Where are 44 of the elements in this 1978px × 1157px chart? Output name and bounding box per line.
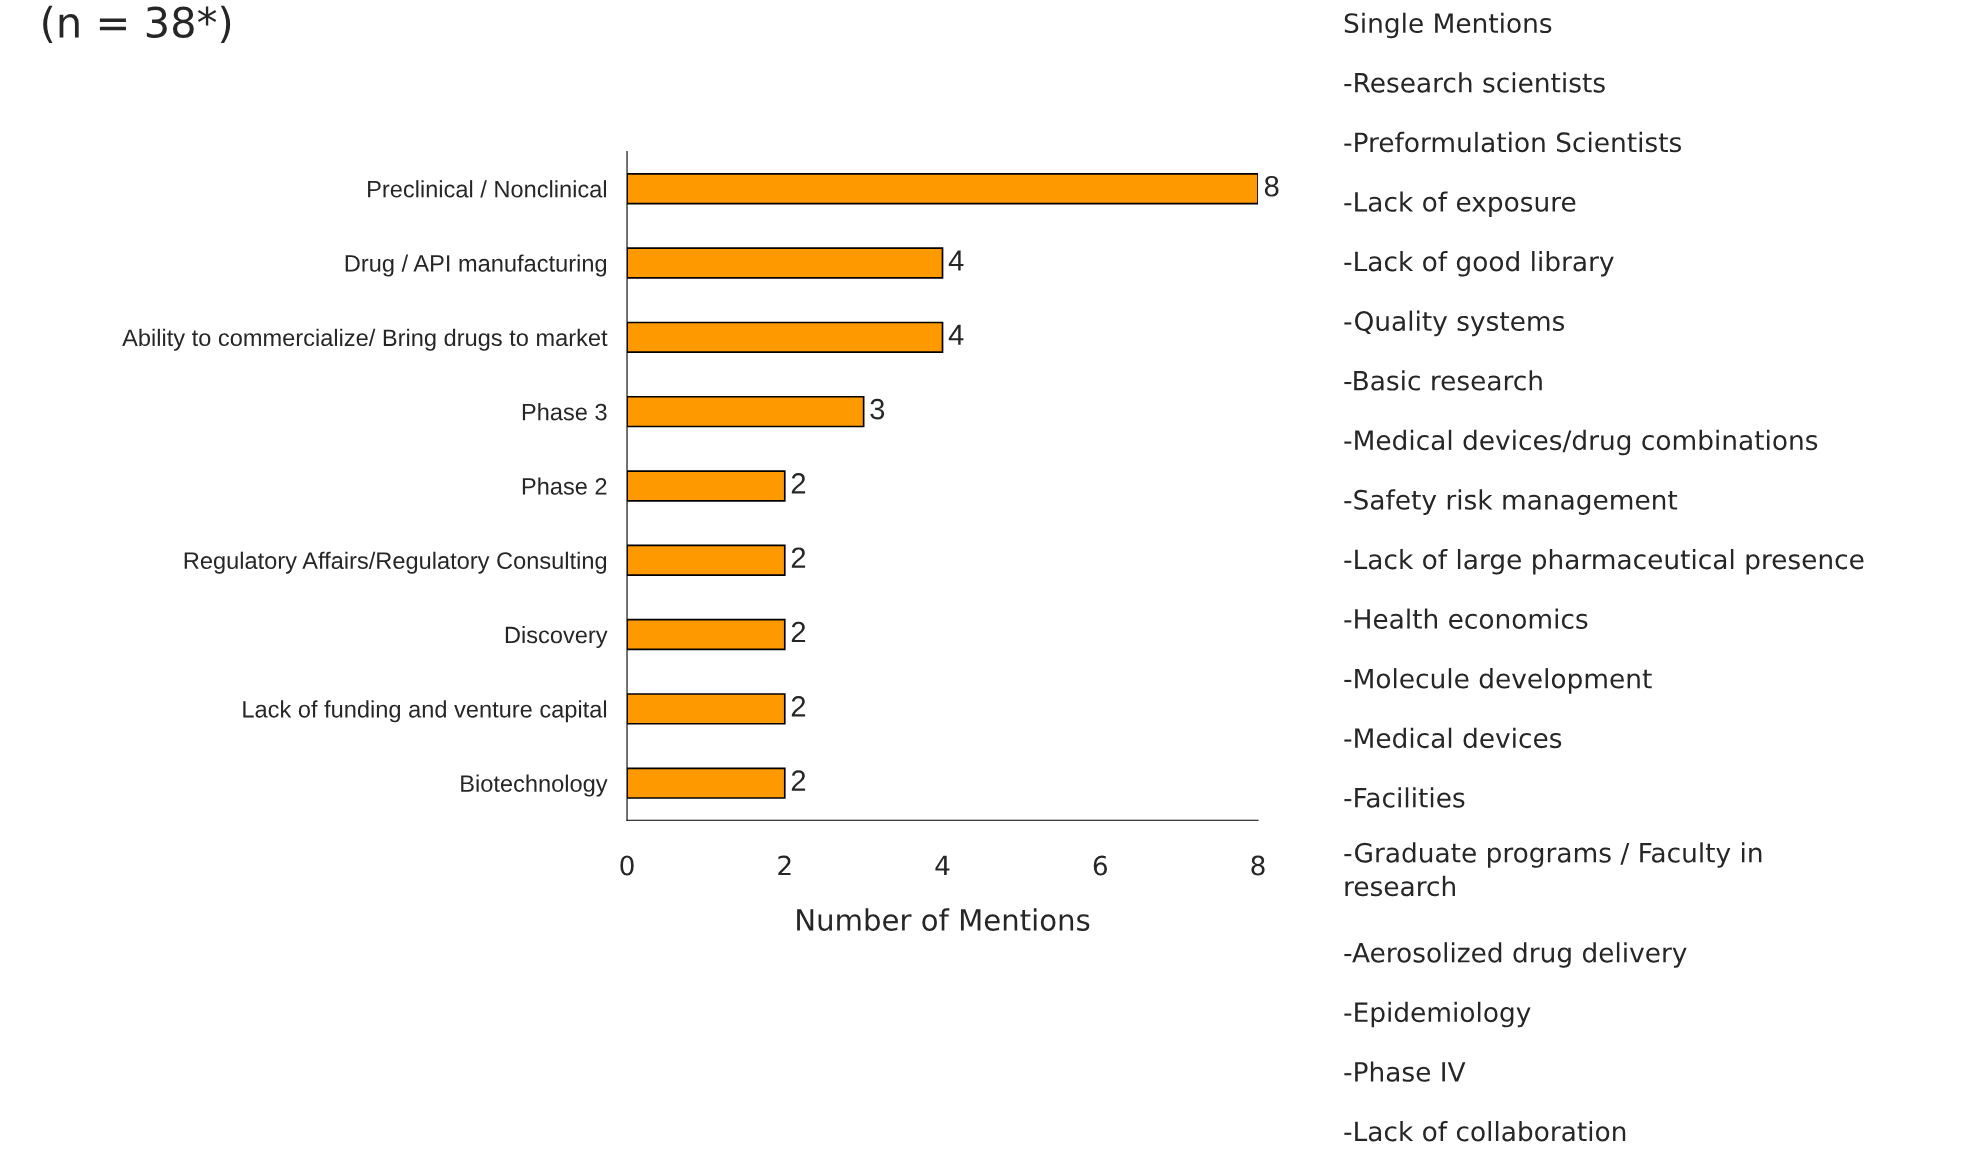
x-tick-label: 2 bbox=[778, 855, 791, 876]
data-label: 3 bbox=[870, 398, 885, 420]
y-tick-label: Biotechnology bbox=[461, 774, 608, 797]
y-tick-label: Preclinical / Nonclinical bbox=[368, 180, 607, 198]
x-tick-label: 0 bbox=[620, 855, 634, 876]
text: -Research scientists bbox=[1344, 72, 1605, 93]
data-label: 4 bbox=[948, 324, 964, 345]
y-tick-label: Discovery bbox=[505, 625, 608, 648]
text: -Health economics bbox=[1344, 608, 1588, 629]
text: -Facilities bbox=[1344, 787, 1465, 808]
y-tick-label: Lack of funding and venture capital bbox=[243, 700, 607, 723]
text: -Lack of good library bbox=[1344, 251, 1614, 277]
text: (n = 38*) bbox=[43, 5, 231, 43]
text: -Safety risk management bbox=[1344, 489, 1678, 515]
text: -Basic research bbox=[1344, 370, 1542, 391]
y-tick-label: Ability to commercialize/ Bring drugs to market bbox=[122, 328, 608, 351]
text: -Graduate programs / Faculty in research bbox=[1344, 842, 1762, 897]
text: -Aerosolized drug delivery bbox=[1344, 942, 1687, 968]
data-label: 2 bbox=[791, 547, 806, 568]
text: -Molecule development bbox=[1344, 668, 1652, 694]
text: -Preformulation Scientists bbox=[1344, 131, 1682, 153]
data-label: 2 bbox=[791, 621, 806, 643]
text: -Medical devices/drug combinations bbox=[1344, 429, 1818, 456]
text: Single Mentions bbox=[1344, 12, 1552, 39]
text: -Lack of collaboration bbox=[1344, 1120, 1626, 1142]
x-tick-label: 6 bbox=[1093, 855, 1107, 876]
text: -Lack of exposure bbox=[1344, 191, 1576, 217]
y-tick-label: Drug / API manufacturing bbox=[345, 254, 607, 277]
text: -Epidemiology bbox=[1344, 1001, 1531, 1028]
y-tick-label: Phase 2 bbox=[522, 477, 607, 495]
data-label: 2 bbox=[791, 473, 806, 494]
data-label: 8 bbox=[1264, 175, 1279, 197]
text: -Phase IV bbox=[1344, 1061, 1466, 1082]
text: -Quality systems bbox=[1344, 310, 1565, 337]
data-label: 2 bbox=[791, 696, 806, 717]
x-axis-title: Number of Mentions bbox=[797, 908, 1090, 931]
data-label: 2 bbox=[791, 770, 806, 791]
y-tick-label: Phase 3 bbox=[522, 403, 607, 421]
data-label: 4 bbox=[948, 250, 964, 271]
x-tick-label: 8 bbox=[1251, 855, 1265, 876]
y-tick-label: Regulatory Affairs/Regulatory Consulting bbox=[184, 551, 607, 574]
text: -Medical devices bbox=[1344, 727, 1562, 749]
x-tick-label: 4 bbox=[935, 855, 950, 876]
text: -Lack of large pharmaceutical presence bbox=[1344, 548, 1864, 575]
